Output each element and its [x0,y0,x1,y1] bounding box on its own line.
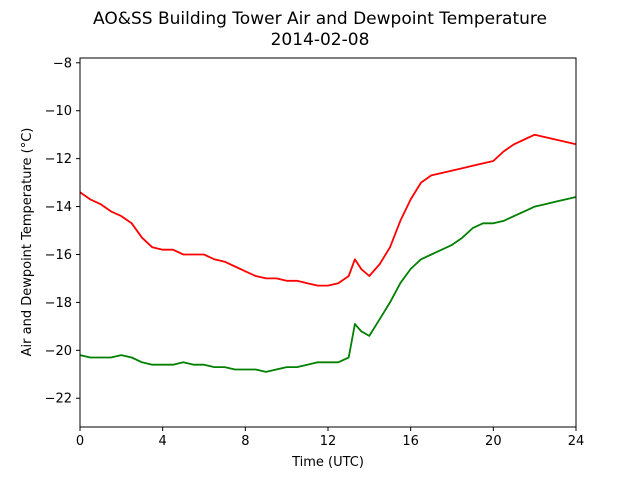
plot-frame [79,57,577,428]
x-axis: 0 4 8 12 16 20 24 [76,427,584,449]
x-axis-label: Time (UTC) [291,455,364,470]
y-tick-label: −22 [45,392,72,407]
x-tick-label: 0 [76,434,84,449]
y-axis-label: Air and Dewpoint Temperature (°C) [20,128,35,357]
y-tick-label: −18 [45,296,72,311]
y-tick-label: −14 [45,200,72,215]
y-axis: −22 −20 −18 −16 −14 −12 −10 −8 [45,56,80,407]
series-layer [79,133,577,373]
y-tick-label: −12 [45,152,72,167]
x-tick-label: 4 [159,434,167,449]
series-line-0 [79,133,577,287]
x-tick-label: 8 [241,434,249,449]
x-tick-label: 20 [485,434,502,449]
x-tick-label: 16 [402,434,419,449]
x-tick-label: 12 [320,434,337,449]
series-line-1 [79,196,577,373]
y-tick-label: −20 [45,344,72,359]
chart-title: AO&SS Building Tower Air and Dewpoint Te… [93,9,547,29]
chart-subtitle: 2014-02-08 [271,30,370,50]
y-tick-label: −16 [45,248,72,263]
y-tick-label: −8 [53,56,72,71]
y-tick-label: −10 [45,104,72,119]
x-tick-label: 24 [568,434,585,449]
